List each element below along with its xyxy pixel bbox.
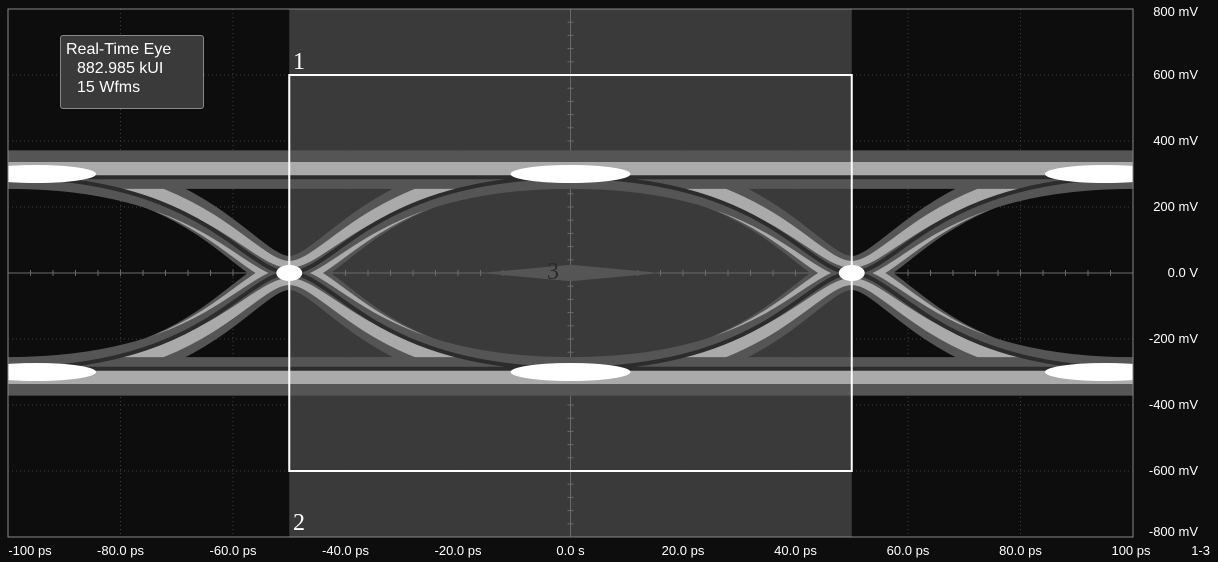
hot-spot <box>8 363 97 381</box>
hot-spot <box>510 165 631 183</box>
y-tick-label: -800 mV <box>1148 524 1198 539</box>
x-tick-label: 0.0 s <box>556 543 585 558</box>
region-label-2: 2 <box>293 510 305 536</box>
y-tick-label: 800 mV <box>1153 4 1198 19</box>
region-label-3: 3 <box>547 259 559 285</box>
x-tick-label: -40.0 ps <box>322 543 369 558</box>
x-tick-label: -80.0 ps <box>97 543 144 558</box>
measurement-info-box: Real-Time Eye 882.985 kUI 15 Wfms <box>60 35 204 109</box>
info-waveforms: 15 Wfms <box>77 79 141 96</box>
y-tick-label: 200 mV <box>1153 199 1198 214</box>
x-tick-label: -60.0 ps <box>209 543 257 558</box>
x-tick-label: 80.0 ps <box>999 543 1042 558</box>
x-tick-label: 20.0 ps <box>661 543 705 558</box>
y-tick-label: -600 mV <box>1148 463 1198 478</box>
hot-spot <box>1044 363 1133 381</box>
x-tick-label: -100 ps <box>8 543 52 558</box>
x-tick-label: 60.0 ps <box>886 543 930 558</box>
y-tick-label: 0.0 V <box>1167 265 1198 280</box>
y-tick-label: -400 mV <box>1148 397 1198 412</box>
region-label-1: 1 <box>293 49 305 75</box>
mask-window <box>288 74 853 472</box>
x-tick-label: 40.0 ps <box>774 543 817 558</box>
hot-spot <box>8 165 97 183</box>
hot-spot <box>510 363 631 381</box>
channel-range-label: 1-3 <box>1191 543 1210 558</box>
x-tick-label: -20.0 ps <box>434 543 482 558</box>
info-unit-intervals: 882.985 kUI <box>77 60 164 77</box>
info-title: Real-Time Eye <box>66 41 172 58</box>
center-mask-diamond <box>480 264 661 282</box>
y-tick-label: -200 mV <box>1148 331 1198 346</box>
y-tick-label: 400 mV <box>1153 133 1198 148</box>
y-tick-label: 600 mV <box>1153 67 1198 82</box>
hot-spot <box>1044 165 1133 183</box>
plot-frame <box>7 8 1134 538</box>
x-tick-label: 100 ps <box>1111 543 1151 558</box>
